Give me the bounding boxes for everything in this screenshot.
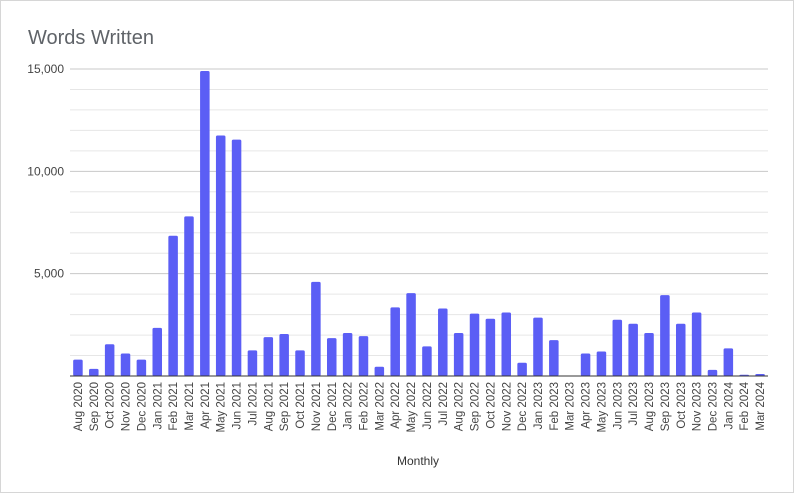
- x-tick-label: Nov 2020: [121, 382, 133, 431]
- bar: [326, 338, 337, 376]
- bar: [596, 351, 607, 376]
- x-tick-label: Jan 2021: [152, 382, 164, 429]
- x-tick-label: Oct 2023: [676, 382, 688, 429]
- x-tick-label: Feb 2023: [549, 382, 561, 431]
- y-axis-tick-labels: 15,000 10,000 5,000: [27, 62, 64, 281]
- x-tick-label: Jul 2023: [628, 382, 640, 425]
- x-tick-label: Jun 2023: [612, 382, 624, 429]
- bar: [485, 318, 496, 376]
- x-tick-label: Aug 2022: [454, 382, 466, 431]
- x-tick-label: Nov 2022: [501, 382, 513, 431]
- bar: [612, 319, 623, 376]
- x-tick-label: Dec 2021: [327, 382, 339, 431]
- bar: [517, 362, 527, 376]
- bar: [358, 336, 369, 376]
- x-tick-label: May 2021: [216, 382, 228, 433]
- x-tick-label: Oct 2022: [485, 382, 497, 429]
- bar: [469, 313, 480, 376]
- bar: [406, 293, 416, 376]
- x-axis-label: Monthly: [397, 454, 439, 468]
- x-tick-label: Apr 2022: [390, 382, 402, 429]
- x-tick-label: Feb 2022: [358, 382, 370, 431]
- x-tick-label: Sep 2022: [470, 382, 482, 431]
- bar: [342, 333, 353, 376]
- bar: [390, 307, 400, 376]
- bar: [247, 350, 258, 376]
- bar: [89, 368, 99, 376]
- x-tick-label: Sep 2020: [89, 382, 101, 431]
- x-tick-label: Mar 2021: [184, 382, 196, 431]
- x-tick-label: Jul 2021: [247, 382, 259, 425]
- x-tick-label: Mar 2024: [755, 381, 767, 430]
- bar: [295, 350, 305, 376]
- bar: [675, 323, 686, 376]
- x-tick-label: Nov 2021: [311, 382, 323, 431]
- bars: [73, 71, 765, 377]
- bar: [422, 346, 432, 376]
- x-tick-label: Jun 2022: [422, 382, 434, 429]
- x-tick-label: Feb 2024: [739, 381, 751, 430]
- bar: [580, 353, 591, 376]
- y-tick-label: 10,000: [27, 164, 64, 178]
- bar: [549, 340, 559, 376]
- x-tick-label: Oct 2021: [295, 382, 307, 429]
- x-tick-label: Aug 2021: [263, 382, 275, 431]
- bar: [311, 281, 321, 376]
- bar: [168, 235, 178, 376]
- x-tick-label: Jan 2023: [533, 382, 545, 429]
- x-tick-label: Dec 2022: [517, 382, 529, 431]
- bar: [152, 327, 163, 376]
- x-tick-label: Apr 2021: [200, 382, 212, 429]
- chart-title: Words Written: [28, 27, 154, 49]
- y-tick-label: 5,000: [34, 267, 64, 281]
- bar: [279, 334, 289, 376]
- x-tick-label: Apr 2023: [581, 382, 593, 429]
- bar: [215, 135, 226, 376]
- bar: [104, 344, 115, 376]
- bar: [374, 366, 385, 376]
- x-tick-label: Sep 2021: [279, 382, 291, 431]
- bar: [691, 312, 702, 376]
- bar: [628, 323, 638, 376]
- bar: [200, 71, 210, 377]
- x-tick-label: Mar 2023: [565, 382, 577, 431]
- x-tick-label: Jul 2022: [438, 382, 450, 425]
- x-tick-label: May 2023: [596, 382, 608, 433]
- bar: [533, 317, 543, 376]
- x-tick-label: Aug 2023: [644, 382, 656, 431]
- x-tick-label: Jun 2021: [232, 382, 244, 429]
- bar: [501, 312, 512, 376]
- x-tick-label: Jan 2024: [723, 381, 735, 429]
- bar: [73, 359, 83, 376]
- bar: [120, 353, 131, 376]
- bar: [136, 359, 147, 376]
- y-tick-label: 15,000: [27, 62, 64, 76]
- bar: [263, 337, 274, 376]
- bar: [453, 333, 464, 376]
- x-tick-label: Oct 2020: [105, 382, 117, 429]
- bar: [438, 308, 448, 376]
- x-tick-label: May 2022: [406, 382, 418, 433]
- bar: [644, 333, 654, 376]
- x-tick-label: Feb 2021: [168, 382, 180, 431]
- x-tick-label: Aug 2020: [73, 382, 85, 431]
- bar: [231, 139, 242, 376]
- bar: [660, 295, 670, 376]
- bar: [723, 348, 734, 376]
- x-tick-label: Nov 2023: [692, 382, 704, 431]
- x-tick-label: Jan 2022: [343, 382, 355, 429]
- bar: [755, 373, 765, 376]
- x-tick-label: Sep 2023: [660, 382, 672, 431]
- bar: [184, 216, 194, 376]
- x-tick-label: Dec 2020: [136, 382, 148, 431]
- x-axis-tick-labels: Aug 2020 Sep 2020 Oct 2020 Nov 2020 Dec 2020…: [73, 381, 767, 432]
- x-tick-label: Dec 2023: [707, 382, 719, 431]
- x-tick-label: Mar 2022: [374, 382, 386, 431]
- bar: [707, 369, 718, 376]
